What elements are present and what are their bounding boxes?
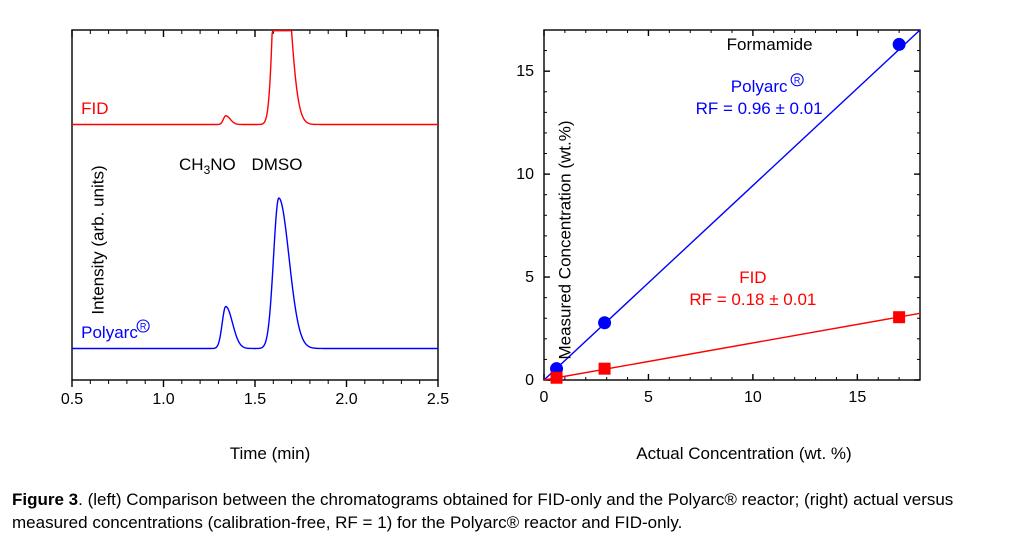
svg-text:Polyarc: Polyarc [731,77,788,96]
right-chart-wrap: Measured Concentration (wt.%) Formamide 0… [494,20,994,460]
svg-text:10: 10 [516,166,534,183]
left-xlabel: Time (min) [230,444,311,464]
svg-text:Polyarc: Polyarc [81,323,138,342]
svg-text:RF = 0.18 ± 0.01: RF = 0.18 ± 0.01 [689,290,816,309]
right-ylabel: Measured Concentration (wt.%) [556,120,576,359]
svg-text:R: R [140,322,147,332]
figure-page: Intensity (arb. units) 0.5 1.0 1.5 2.0 2.5 FI… [0,0,1024,545]
svg-text:5: 5 [644,389,653,406]
left-chart-wrap: Intensity (arb. units) 0.5 1.0 1.5 2.0 2.5 FI… [60,20,480,460]
svg-text:15: 15 [516,63,534,80]
svg-text:RF = 0.96 ± 0.01: RF = 0.96 ± 0.01 [696,99,823,118]
svg-text:1.0: 1.0 [152,391,174,408]
svg-text:10: 10 [744,389,762,406]
caption-label: Figure 3 [12,490,78,509]
svg-text:Formamide: Formamide [727,35,813,54]
left-ylabel: Intensity (arb. units) [89,165,109,314]
figure-caption: Figure 3. (left) Comparison between the … [12,489,954,535]
charts-row: Intensity (arb. units) 0.5 1.0 1.5 2.0 2.5 FI… [0,0,1024,460]
svg-text:DMSO: DMSO [251,155,302,174]
svg-text:2.0: 2.0 [335,391,357,408]
svg-text:0: 0 [525,372,534,389]
svg-text:0: 0 [540,389,549,406]
svg-text:FID: FID [739,268,766,287]
left-chart-svg: 0.51.01.52.02.5FIDPolyarc RCH3NODMSO [60,20,450,420]
svg-text:R: R [794,75,801,85]
svg-text:2.5: 2.5 [427,391,449,408]
svg-text:0.5: 0.5 [61,391,83,408]
svg-text:15: 15 [848,389,866,406]
svg-text:5: 5 [525,269,534,286]
right-xlabel: Actual Concentration (wt. %) [636,444,851,464]
svg-text:1.5: 1.5 [244,391,266,408]
svg-text:FID: FID [81,99,108,118]
caption-text: . (left) Comparison between the chromato… [12,490,953,532]
